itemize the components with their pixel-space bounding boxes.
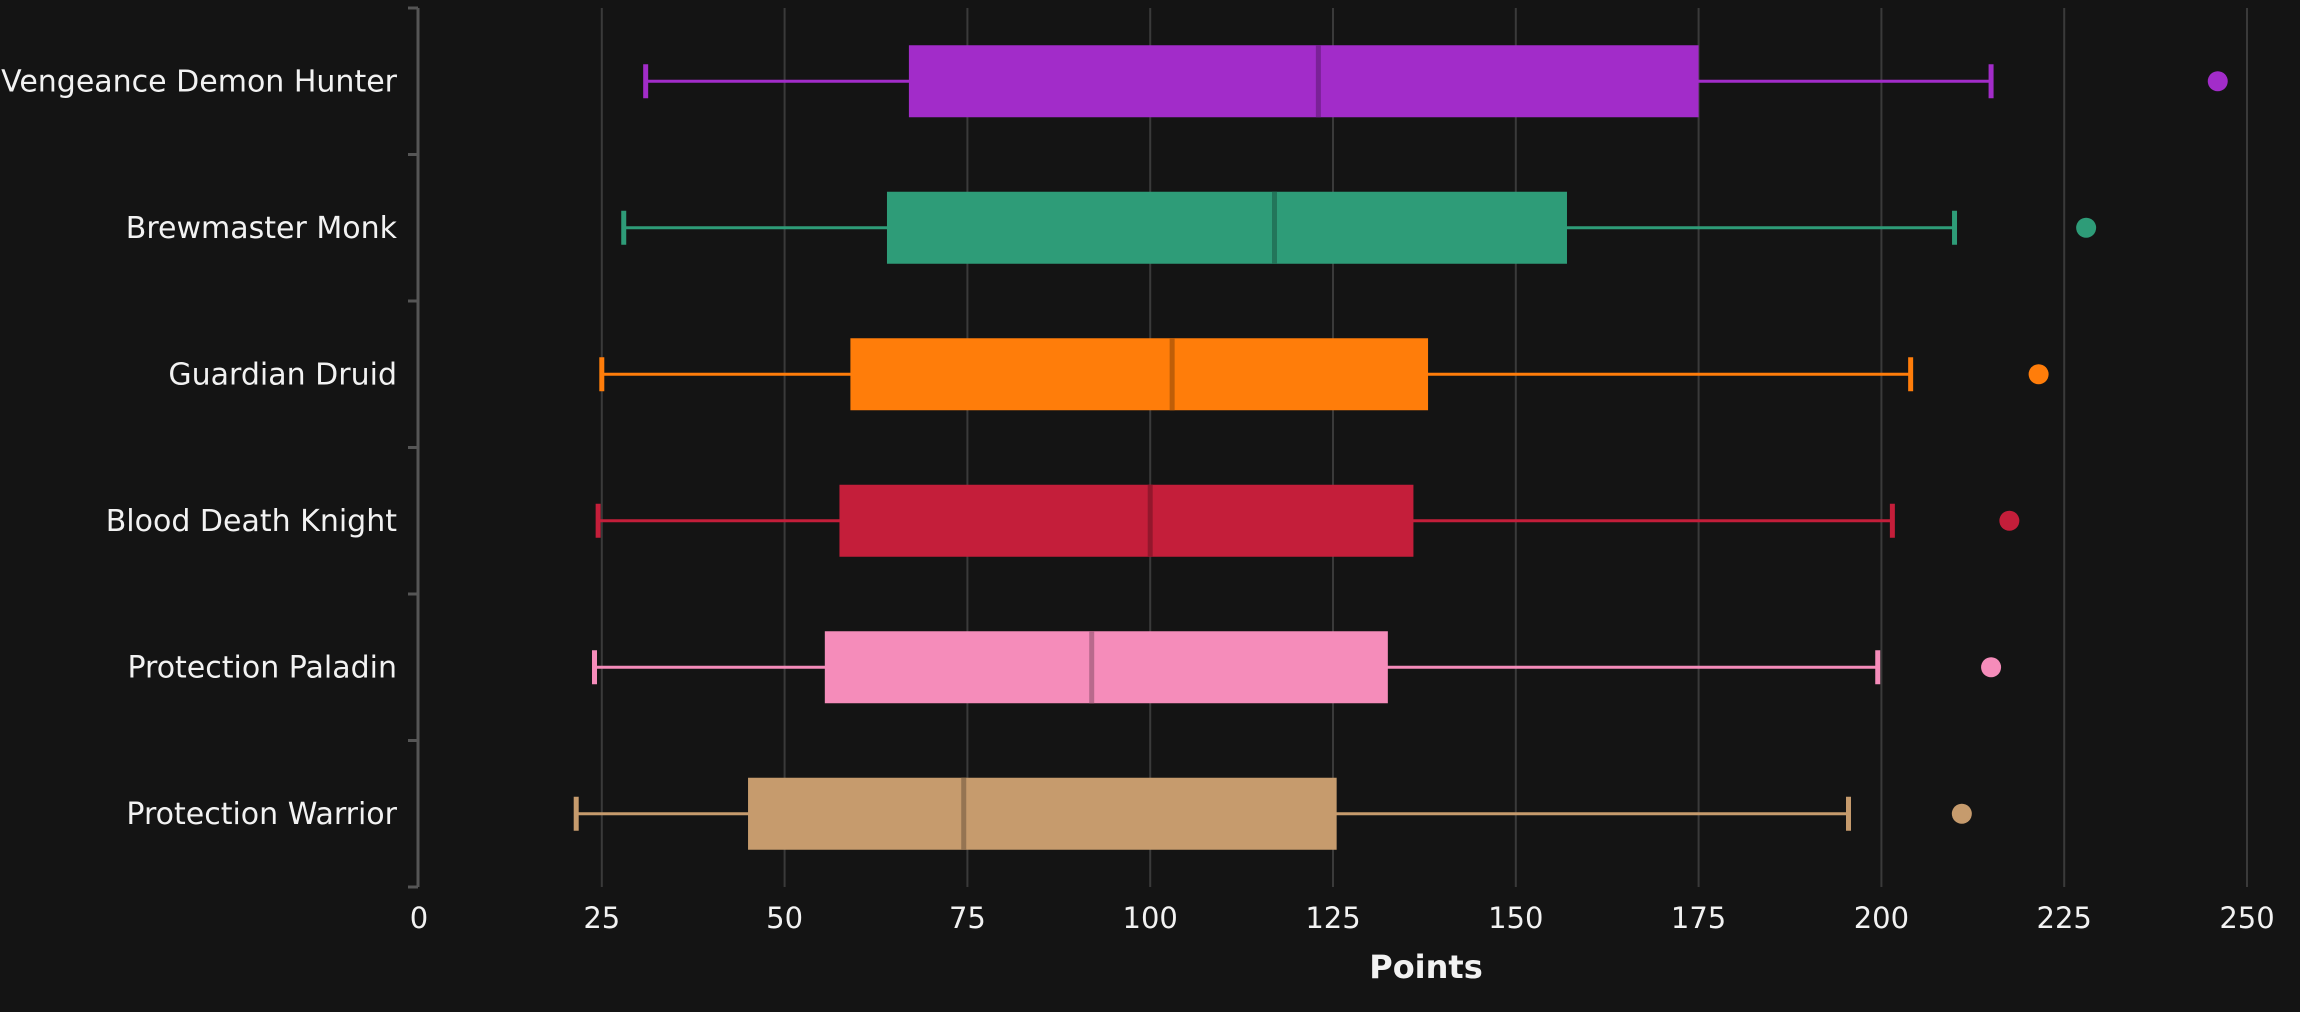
box-rect-1 — [886, 191, 1567, 264]
outlier-point-4-0 — [1981, 657, 2002, 678]
x-tick-label-8: 200 — [1854, 901, 1909, 935]
category-label-1: Brewmaster Monk — [126, 211, 398, 246]
box-2 — [599, 338, 2049, 411]
box-rect-2 — [850, 338, 1429, 411]
axes — [408, 6, 420, 889]
box-5 — [573, 777, 1972, 850]
x-tick-label-1: 25 — [583, 901, 620, 935]
box-1 — [621, 191, 2097, 264]
category-label-5: Protection Warrior — [126, 797, 397, 832]
box-3 — [595, 484, 2020, 557]
x-tick-label-0: 0 — [410, 901, 428, 935]
x-tick-label-6: 150 — [1488, 901, 1543, 935]
x-tick-label-3: 75 — [949, 901, 986, 935]
box-series — [573, 45, 2228, 850]
outlier-point-3-0 — [1999, 510, 2020, 531]
category-label-3: Blood Death Knight — [106, 504, 398, 539]
outlier-point-5-0 — [1951, 803, 1972, 824]
x-tick-label-9: 225 — [2037, 901, 2092, 935]
outlier-point-0-0 — [2207, 71, 2228, 92]
x-tick-label-5: 125 — [1305, 901, 1360, 935]
x-tick-label-10: 250 — [2219, 901, 2274, 935]
category-label-2: Guardian Druid — [168, 357, 397, 392]
box-rect-4 — [824, 631, 1388, 704]
box-rect-3 — [839, 484, 1414, 557]
x-tick-label-7: 175 — [1671, 901, 1726, 935]
box-0 — [643, 45, 2228, 118]
category-label-0: Vengeance Demon Hunter — [1, 64, 398, 99]
category-label-4: Protection Paladin — [127, 650, 397, 685]
x-axis-title: Points — [1369, 948, 1483, 986]
box-4 — [591, 631, 2002, 704]
box-rect-0 — [908, 45, 1699, 118]
outlier-point-1-0 — [2076, 217, 2097, 238]
labels: 0 25 50 75 100 125 150 175 200 225 250 Vengeance De… — [1, 64, 2275, 935]
outlier-point-2-0 — [2028, 364, 2049, 385]
x-tick-label-4: 100 — [1123, 901, 1178, 935]
x-tick-label-2: 50 — [766, 901, 803, 935]
box-rect-5 — [748, 777, 1337, 850]
grid-lines — [600, 8, 2248, 887]
